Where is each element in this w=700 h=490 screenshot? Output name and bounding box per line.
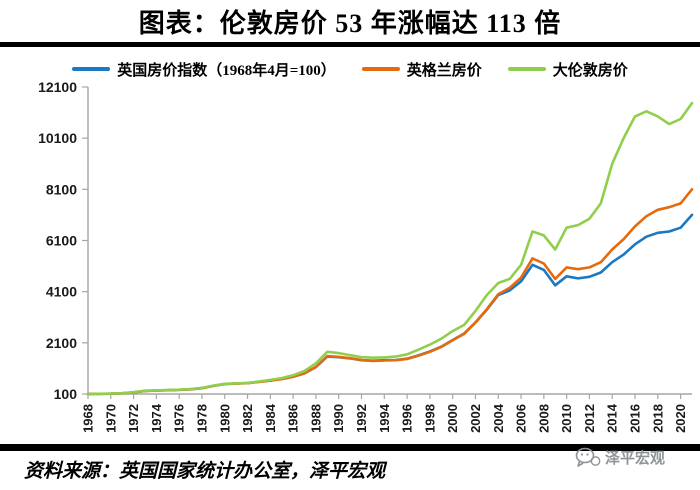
x-axis-tick-label: 2008 bbox=[536, 404, 551, 433]
y-axis-tick-label: 8100 bbox=[46, 181, 77, 197]
legend: 英国房价指数（1968年4月=100） 英格兰房价 大伦敦房价 bbox=[0, 59, 700, 79]
legend-item-london: 大伦敦房价 bbox=[507, 59, 628, 80]
axis-lines bbox=[87, 87, 692, 395]
x-axis-tick-label: 2020 bbox=[673, 404, 688, 433]
legend-label-london: 大伦敦房价 bbox=[552, 62, 628, 79]
y-axis-tick-label: 12100 bbox=[38, 82, 77, 95]
wechat-bubble-icon bbox=[575, 447, 601, 467]
x-axis-tick-label: 1974 bbox=[149, 403, 164, 433]
x-axis-tick-label: 2006 bbox=[514, 404, 529, 433]
watermark: 泽平宏观 bbox=[575, 447, 665, 468]
x-axis-tick-label: 1970 bbox=[103, 404, 118, 433]
england-line-swatch bbox=[361, 67, 400, 71]
watermark-text: 泽平宏观 bbox=[605, 450, 666, 467]
england-line bbox=[86, 188, 694, 396]
x-axis-tick-label: 1990 bbox=[331, 404, 346, 433]
legend-label-england: 英格兰房价 bbox=[406, 62, 482, 79]
y-axis-tick-label: 2100 bbox=[46, 335, 77, 351]
x-axis-tick-label: 1982 bbox=[240, 404, 255, 433]
uk-index-line-swatch bbox=[72, 67, 111, 71]
x-axis-tick-label: 1998 bbox=[422, 404, 437, 433]
legend-label-uk-index: 英国房价指数（1968年4月=100） bbox=[117, 62, 336, 79]
legend-item-uk-index: 英国房价指数（1968年4月=100） bbox=[72, 59, 336, 80]
footer-divider-bar bbox=[0, 444, 700, 451]
y-axis-tick-label: 10100 bbox=[38, 130, 77, 146]
x-axis-tick-label: 2004 bbox=[491, 403, 506, 433]
x-axis-tick-label: 2010 bbox=[559, 404, 574, 433]
title-divider-bar bbox=[0, 42, 700, 47]
x-axis-tick-label: 1988 bbox=[308, 404, 323, 433]
x-axis-tick-label: 2012 bbox=[582, 404, 597, 433]
y-axis-tick-label: 100 bbox=[54, 386, 78, 402]
chart-canvas: 100 2100 4100 6100 8100 10100 12100 1968 1970 197… bbox=[38, 82, 694, 433]
x-axis-tick-label: 1968 bbox=[81, 404, 96, 433]
x-axis-tick-label: 2002 bbox=[468, 404, 483, 433]
x-axis-tick-label: 1984 bbox=[263, 403, 278, 433]
x-axis-tick-label: 2014 bbox=[605, 403, 620, 433]
x-axis-tick-label: 1980 bbox=[217, 404, 232, 433]
x-axis-tick-label: 1986 bbox=[286, 404, 301, 433]
x-axis-tick-label: 2018 bbox=[650, 404, 665, 433]
x-axis-tick-label: 1992 bbox=[354, 404, 369, 433]
chart-title: 图表：伦敦房价 53 年涨幅达 113 倍 bbox=[138, 9, 562, 38]
x-axis-tick-label: 2000 bbox=[445, 404, 460, 433]
source-note: 资料来源：英国国家统计办公室，泽平宏观 bbox=[24, 461, 386, 482]
x-axis-tick-label: 1994 bbox=[377, 403, 392, 433]
london-line-swatch bbox=[507, 67, 546, 71]
x-axis-tick-label: 1996 bbox=[400, 404, 415, 433]
legend-item-england: 英格兰房价 bbox=[361, 59, 482, 80]
x-axis-tick-label: 2016 bbox=[628, 404, 643, 433]
x-axis-tick-label: 1976 bbox=[172, 404, 187, 433]
y-axis-tick-label: 4100 bbox=[46, 284, 77, 300]
x-axis-tick-label: 1972 bbox=[126, 404, 141, 433]
x-axis-tick-label: 1978 bbox=[194, 404, 209, 433]
london-line bbox=[86, 101, 694, 396]
uk-index-line bbox=[86, 213, 694, 396]
y-axis-tick-label: 6100 bbox=[46, 233, 77, 249]
